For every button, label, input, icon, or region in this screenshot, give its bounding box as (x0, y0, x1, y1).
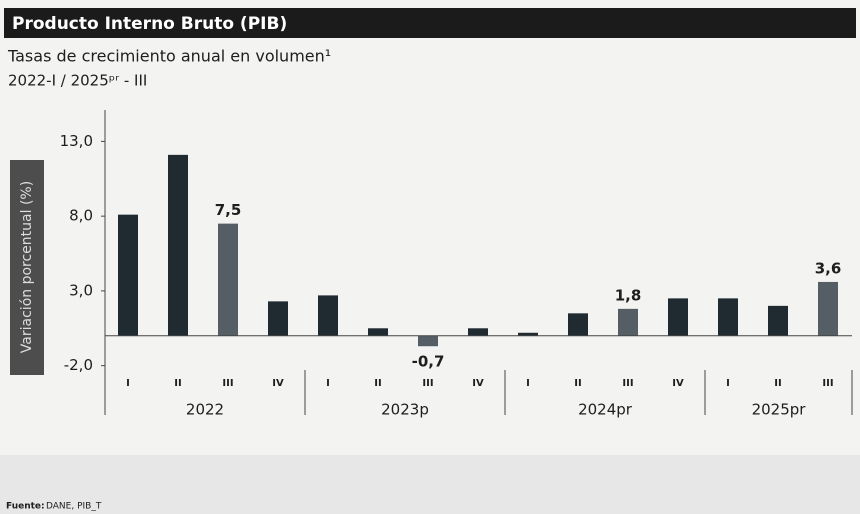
title-bar (4, 8, 856, 38)
value-label: 7,5 (215, 201, 242, 219)
bar (818, 281, 838, 336)
bar (668, 298, 688, 336)
y-tick-label: -2,0 (64, 356, 93, 374)
bar (168, 154, 188, 336)
bar (768, 305, 788, 336)
value-label: 1,8 (615, 286, 642, 304)
x-tick-label: I (526, 378, 530, 389)
bar (618, 308, 638, 336)
x-tick-label: III (622, 378, 633, 389)
x-tick-label: II (774, 378, 781, 389)
period: 2022-I / 2025ᵖʳ - III (8, 72, 147, 90)
subtitle: Tasas de crecimiento anual en volumen¹ (7, 47, 331, 66)
bar (268, 301, 288, 336)
y-label-box (10, 160, 44, 375)
group-label: 2022 (186, 401, 224, 419)
y-tick-label: 3,0 (69, 281, 93, 299)
x-tick-label: IV (272, 378, 284, 389)
bar (318, 295, 338, 336)
x-tick-label: II (374, 378, 381, 389)
x-tick-label: II (574, 378, 581, 389)
x-tick-label: III (422, 378, 433, 389)
x-tick-label: I (726, 378, 730, 389)
value-label: 3,6 (815, 259, 842, 277)
x-tick-label: III (822, 378, 833, 389)
x-tick-label: IV (472, 378, 484, 389)
x-tick-label: I (326, 378, 330, 389)
source-label: Fuente: (6, 502, 45, 512)
y-axis-label: Variación porcentual (%) (19, 181, 35, 353)
bar (218, 223, 238, 336)
bar (368, 328, 388, 336)
chart-title: Producto Interno Bruto (PIB) (12, 14, 287, 34)
x-tick-label: III (222, 378, 233, 389)
x-tick-label: I (126, 378, 130, 389)
group-label: 2025pr (752, 401, 807, 419)
y-tick-label: 13,0 (60, 132, 93, 150)
bar (418, 335, 438, 347)
group-label: 2023p (381, 401, 429, 419)
bar (468, 328, 488, 336)
bar (568, 313, 588, 336)
bar (118, 214, 138, 336)
value-label: -0,7 (412, 353, 445, 371)
bar (518, 332, 538, 336)
source: DANE, PIB_T (46, 502, 102, 512)
y-tick-label: 8,0 (69, 207, 93, 225)
bar (718, 298, 738, 336)
x-tick-label: IV (672, 378, 684, 389)
footer-band (0, 455, 860, 514)
group-label: 2024pr (578, 401, 633, 419)
x-tick-label: II (174, 378, 181, 389)
